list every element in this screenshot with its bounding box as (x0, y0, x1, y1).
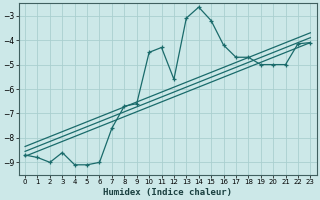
X-axis label: Humidex (Indice chaleur): Humidex (Indice chaleur) (103, 188, 232, 197)
